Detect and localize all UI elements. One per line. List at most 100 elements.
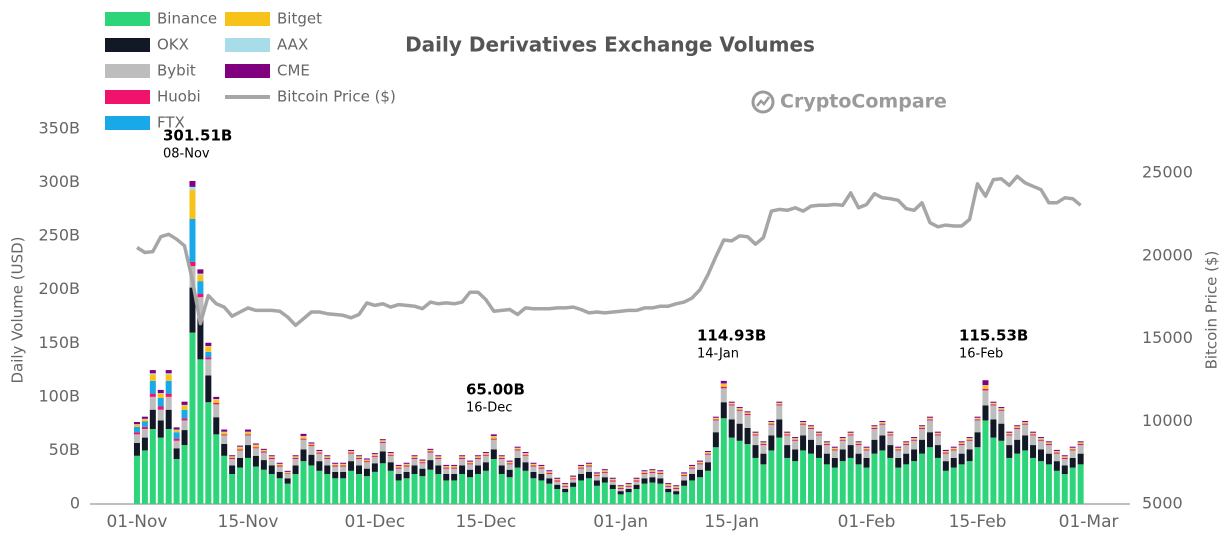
bar-segment [474,457,481,459]
bar-segment [649,477,656,483]
bar-segment [538,474,545,481]
bar-segment [950,447,957,449]
bar-segment [157,409,164,421]
bar-segment [490,438,497,440]
bar-segment [514,450,521,458]
bar-segment [1045,444,1052,446]
bar-segment [831,447,838,449]
bar-segment [284,471,291,473]
bar-segment [689,467,696,469]
bar-segment [490,439,497,450]
bar-segment [133,432,140,435]
bar-segment [657,483,664,504]
bar-segment [506,464,513,470]
bar-segment [815,445,822,458]
bar-segment [316,452,323,454]
bar-segment [427,451,434,453]
bar-segment [847,457,854,504]
bar-segment [1037,440,1044,450]
legend-swatch [105,12,150,26]
bar-segment [871,426,878,428]
bar-segment [395,465,402,467]
bar-segment [363,460,370,462]
bar-segment [903,441,910,443]
bar-segment [958,442,965,443]
bar-segment [926,420,933,433]
bar-segment [601,471,608,473]
bar-segment [530,464,537,466]
bar-segment [649,471,656,473]
bar-segment [324,455,331,457]
bar-segment [149,409,156,429]
bar-segment [704,452,711,454]
bar-segment [538,465,545,467]
bar-segment [260,450,267,452]
bar-segment [411,456,418,458]
bar-segment [958,453,965,465]
bar-segment [974,417,981,419]
bar-segment [657,471,664,473]
bar-segment [570,486,577,504]
bar-segment [1006,445,1013,458]
bar-segment [260,449,267,451]
bar-segment [300,438,307,440]
bar-segment [593,485,600,504]
bar-segment [252,444,259,446]
bar-segment [887,434,894,436]
bar-segment [221,431,228,433]
bar-segment [427,449,434,451]
bar-segment [300,439,307,450]
bar-segment [157,397,164,407]
bar-segment [435,465,442,474]
bar-segment [348,452,355,454]
bar-segment [498,465,505,474]
bar-segment [641,478,648,484]
bar-segment [387,454,394,456]
bar-segment [197,274,204,282]
watermark: CryptoCompare [780,91,947,113]
bar-segment [181,404,188,406]
bar-segment [911,438,918,440]
bar-segment [459,456,466,458]
bar-segment [808,426,815,427]
bar-segment [831,448,838,450]
bar-segment [1053,450,1060,452]
bar-segment [942,450,949,452]
bar-segment [585,478,592,504]
bar-segment [237,445,244,447]
bar-segment [1006,457,1013,504]
bar-segment [276,464,283,466]
price-line [136,174,1082,328]
bar-segment [903,464,910,504]
bar-segment [133,434,140,443]
bar-segment [395,464,402,466]
chart-title: Daily Derivatives Exchange Volumes [405,33,815,57]
bar-segment [823,453,830,465]
bar-segment [514,449,521,451]
bar-segment [871,429,878,440]
bar-segment [863,446,870,448]
bar-segment [942,461,949,471]
bar-segment [942,449,949,451]
bar-segment [792,440,799,450]
bar-segment [728,402,735,404]
bar-segment [514,467,521,504]
bar-segment [831,446,838,448]
bar-segment [522,452,529,454]
bar-segment [395,468,402,474]
bar-segment [562,492,569,504]
bar-segment [966,437,973,439]
bar-segment [752,432,759,434]
x-tick-label: 01-Dec [345,512,406,532]
bar-segment [149,370,156,374]
bar-segment [562,483,569,485]
bar-segment [942,470,949,504]
bar-segment [356,474,363,504]
bar-segment [300,436,307,439]
bar-segment [387,453,394,454]
bar-segment [895,457,902,468]
bar-segment [244,434,251,436]
bar-segment [316,450,323,452]
bar-segment [459,455,466,457]
bar-segment [966,440,973,450]
